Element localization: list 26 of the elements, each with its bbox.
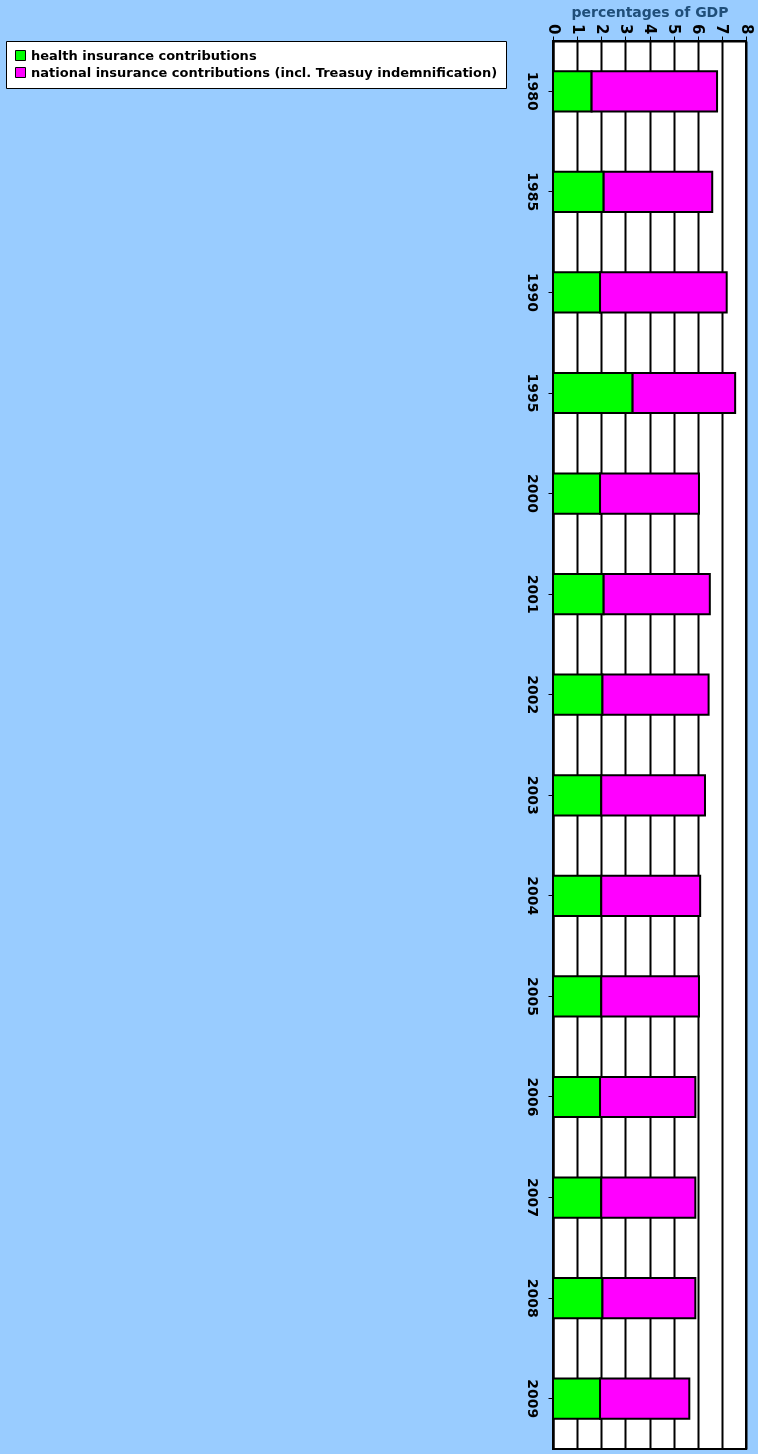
- y-tick-label: 2000: [524, 474, 541, 514]
- y-tick-label: 2009: [524, 1379, 541, 1419]
- x-tick-label: 2: [592, 24, 611, 35]
- y-tick-label: 2001: [524, 574, 541, 614]
- x-tick-label: 5: [665, 24, 684, 35]
- y-tick-label: 1985: [524, 172, 541, 212]
- y-tick-label: 2005: [524, 976, 541, 1016]
- y-tick-label: 2007: [524, 1178, 541, 1218]
- y-tick-label: 1995: [524, 373, 541, 413]
- y-tick-label: 1980: [524, 71, 541, 112]
- x-tick-label: 7: [713, 24, 732, 35]
- x-tick-label: 4: [641, 24, 659, 35]
- y-tick-label: 2003: [524, 775, 541, 815]
- y-tick-label: 2008: [524, 1278, 541, 1318]
- legend-label: national insurance contributions (incl. Treasuy indemnification): [31, 64, 498, 80]
- x-tick-label: 8: [737, 24, 756, 35]
- x-axis-title: percentages of GDP: [571, 4, 729, 21]
- x-tick-label: 3: [616, 24, 635, 35]
- y-tick-label: 2002: [524, 675, 541, 715]
- x-tick-label: 6: [689, 24, 708, 35]
- x-tick-label: 1: [568, 24, 587, 35]
- x-tick-label: 0: [544, 24, 563, 35]
- y-tick-label: 1990: [524, 272, 541, 313]
- y-tick-label: 2004: [524, 876, 541, 916]
- legend-label: health insurance contributions: [31, 47, 257, 63]
- y-tick-label: 2006: [524, 1077, 541, 1117]
